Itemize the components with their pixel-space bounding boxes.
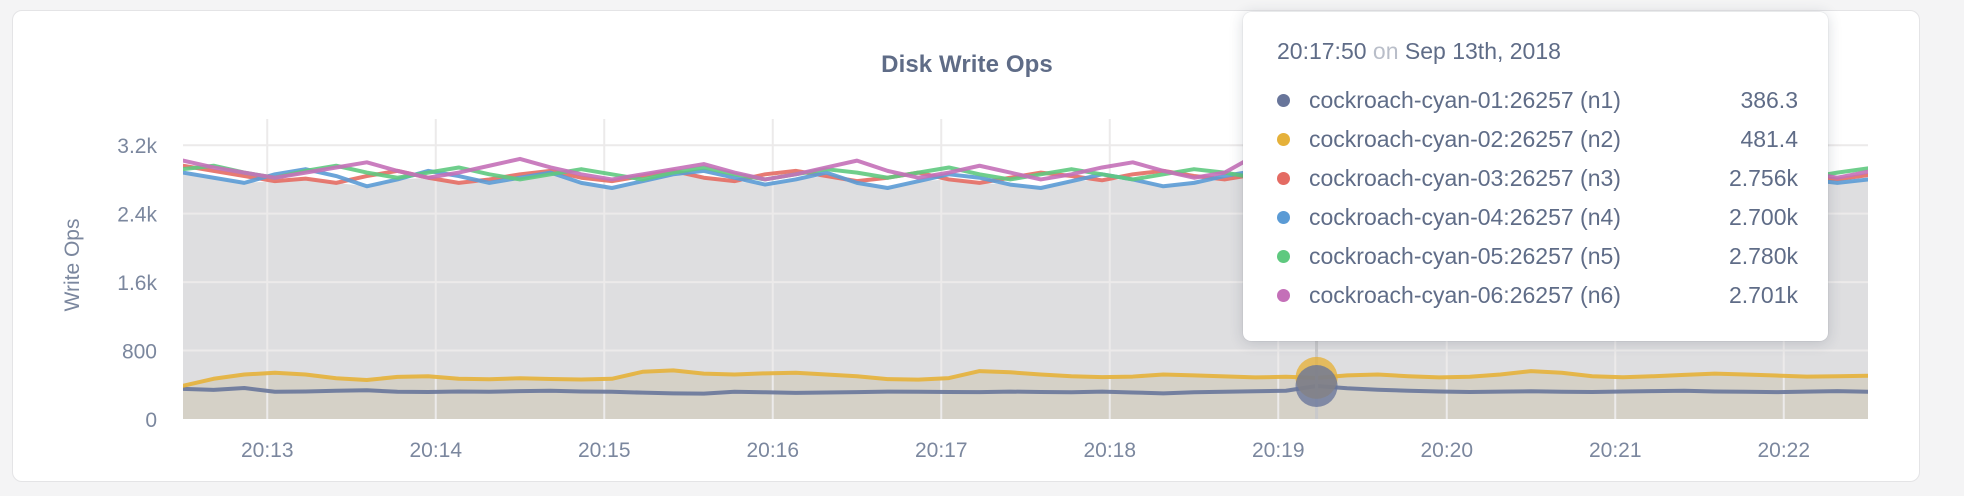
series-color-dot-icon [1277, 289, 1290, 302]
x-tick-label: 20:20 [1420, 439, 1473, 462]
series-color-dot-icon [1277, 172, 1290, 185]
x-tick-label: 20:15 [578, 439, 631, 462]
y-tick-label: 0 [145, 409, 157, 432]
series-color-dot-icon [1277, 211, 1290, 224]
tooltip-series-value: 481.4 [1740, 126, 1798, 152]
tooltip-series-value: 2.700k [1728, 204, 1798, 230]
series-line [183, 368, 1868, 388]
tooltip-on-word: on [1372, 38, 1399, 64]
tooltip-row: cockroach-cyan-05:26257 (n5) 2.780k [1277, 237, 1798, 276]
tooltip-row: cockroach-cyan-02:26257 (n2) 481.4 [1277, 120, 1798, 159]
x-tick-label: 20:16 [746, 439, 799, 462]
tooltip-row: cockroach-cyan-03:26257 (n3) 2.756k [1277, 159, 1798, 198]
y-tick-label: 1.6k [117, 272, 157, 295]
tooltip-time: 20:17:50 [1277, 38, 1367, 64]
tooltip-series-value: 386.3 [1740, 87, 1798, 113]
y-tick-label: 800 [122, 341, 157, 364]
tooltip-series-value: 2.780k [1728, 243, 1798, 269]
tooltip-series-label: cockroach-cyan-05:26257 (n5) [1309, 243, 1621, 269]
y-tick-label: 3.2k [117, 135, 157, 158]
tooltip-series-list: cockroach-cyan-01:26257 (n1) 386.3 cockroa… [1277, 81, 1798, 315]
tooltip-header: 20:17:50 on Sep 13th, 2018 [1277, 38, 1798, 65]
x-tick-label: 20:17 [915, 439, 968, 462]
series-line [183, 383, 1868, 396]
tooltip-row: cockroach-cyan-01:26257 (n1) 386.3 [1277, 81, 1798, 120]
tooltip-series-label: cockroach-cyan-06:26257 (n6) [1309, 282, 1621, 308]
y-tick-label: 2.4k [117, 204, 157, 227]
x-tick-label: 20:18 [1083, 439, 1136, 462]
series-color-dot-icon [1277, 133, 1290, 146]
chart-tooltip: 20:17:50 on Sep 13th, 2018 cockroach-cya… [1243, 12, 1828, 341]
x-tick-label: 20:19 [1252, 439, 1305, 462]
x-tick-label: 20:14 [409, 439, 462, 462]
tooltip-series-label: cockroach-cyan-02:26257 (n2) [1309, 126, 1621, 152]
tooltip-series-label: cockroach-cyan-01:26257 (n1) [1309, 87, 1621, 113]
x-tick-label: 20:21 [1589, 439, 1642, 462]
tooltip-series-label: cockroach-cyan-04:26257 (n4) [1309, 204, 1621, 230]
page-title: Disk Write Ops [881, 51, 1053, 78]
series-hover-marker [1295, 364, 1338, 407]
x-tick-label: 20:22 [1757, 439, 1810, 462]
tooltip-series-value: 2.756k [1728, 165, 1798, 191]
tooltip-row: cockroach-cyan-04:26257 (n4) 2.700k [1277, 198, 1798, 237]
tooltip-series-value: 2.701k [1728, 282, 1798, 308]
y-axis-title: Write Ops [61, 219, 84, 312]
tooltip-series-label: cockroach-cyan-03:26257 (n3) [1309, 165, 1621, 191]
series-color-dot-icon [1277, 250, 1290, 263]
x-tick-label: 20:13 [241, 439, 294, 462]
series-color-dot-icon [1277, 94, 1290, 107]
tooltip-date: Sep 13th, 2018 [1404, 38, 1561, 64]
tooltip-row: cockroach-cyan-06:26257 (n6) 2.701k [1277, 276, 1798, 315]
